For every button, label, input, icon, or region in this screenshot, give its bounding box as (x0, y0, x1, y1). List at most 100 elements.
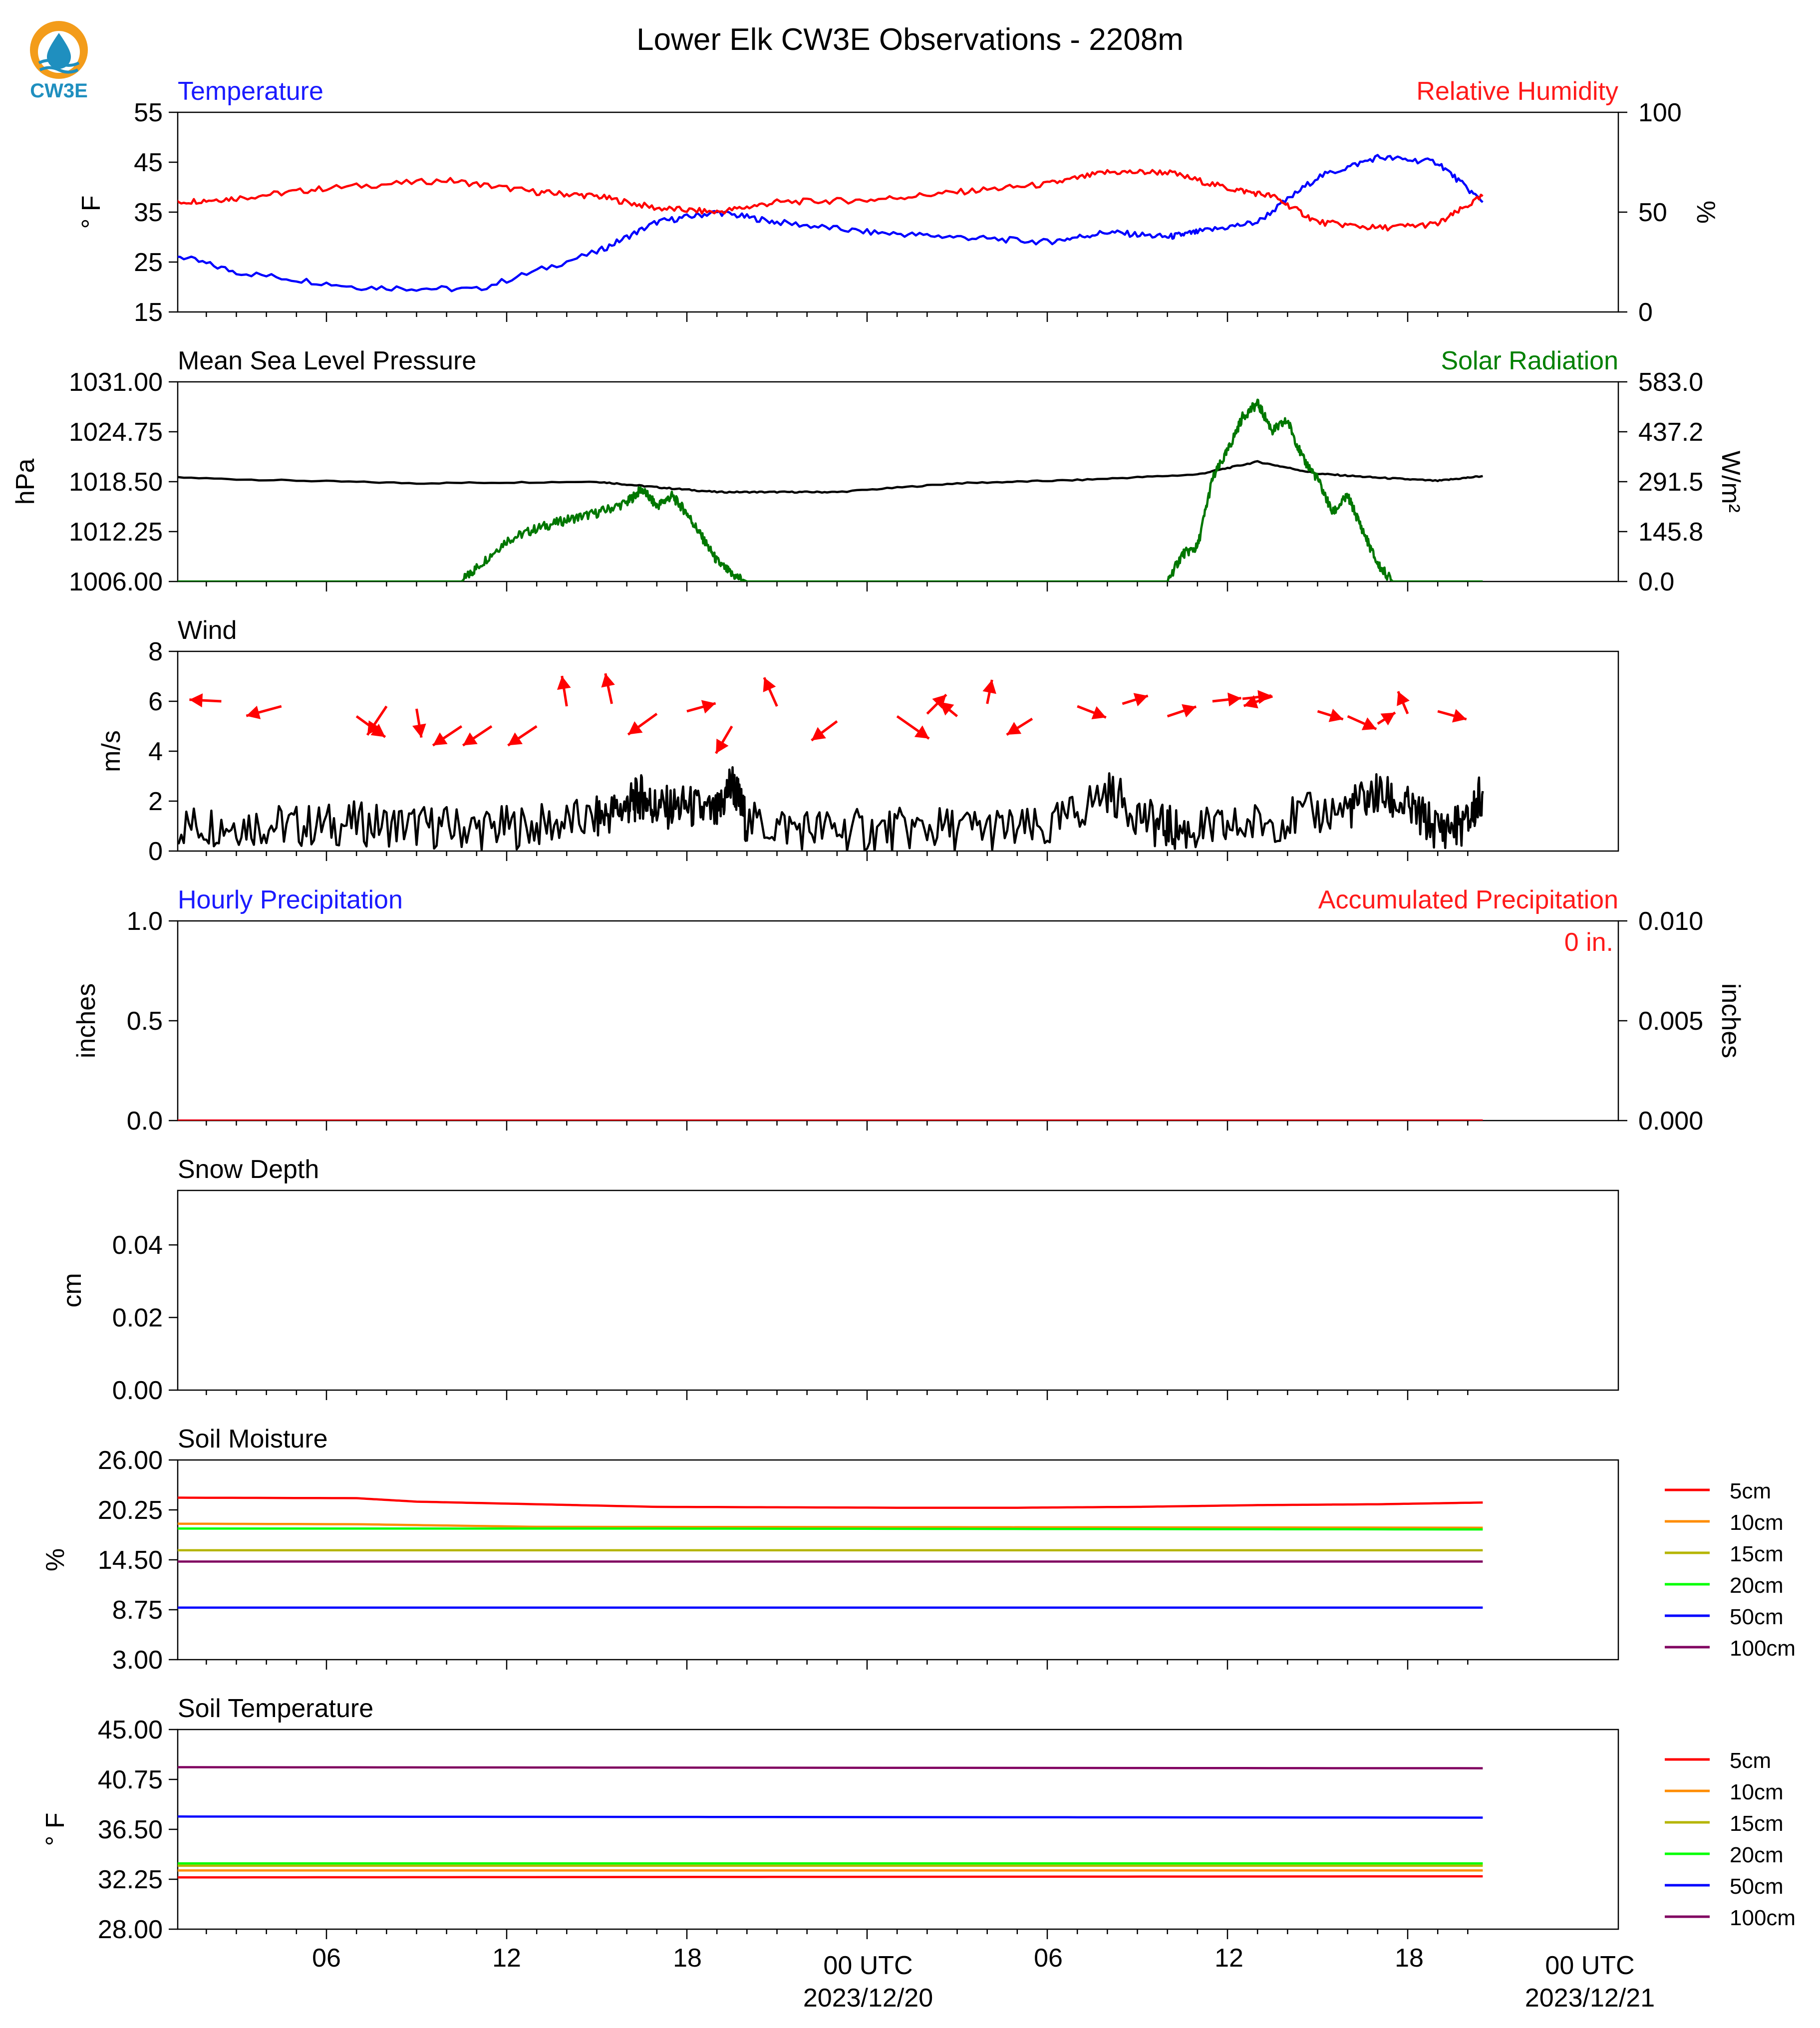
series-group (178, 154, 1484, 292)
wind-arrow (1212, 692, 1241, 707)
y-tick-label: 45 (134, 148, 163, 177)
wind-arrow (811, 720, 838, 742)
y-tick-label: 32.25 (98, 1865, 163, 1894)
y-tick-label: 0.04 (112, 1231, 163, 1260)
y-tick-label: 0.02 (112, 1304, 163, 1333)
logo-text: CW3E (30, 80, 88, 102)
legend-label: 20cm (1730, 1843, 1784, 1867)
time-tick-label: 06 (1034, 1944, 1063, 1973)
y-tick-label: 1.0 (127, 907, 163, 936)
wind-arrow (938, 701, 958, 717)
y-tick-label: 1024.75 (69, 418, 163, 447)
panel-temperature-humidity: Temperature Relative Humidity 15 25 35 45 55 ° … (77, 77, 1720, 327)
y-right-tick-label: 0.0 (1638, 568, 1674, 596)
wind-arrow (686, 700, 716, 714)
series-line-50cm (178, 1815, 1483, 1819)
legend-label: 10cm (1730, 1780, 1784, 1804)
panel-pressure-solar: Mean Sea Level Pressure Solar Radiation 10… (11, 346, 1745, 596)
y-tick-label: 55 (134, 98, 163, 127)
figure-title: Lower Elk CW3E Observations - 2208m (636, 22, 1184, 57)
wind-arrow (366, 705, 388, 736)
series-group (178, 673, 1484, 851)
legend-label: 15cm (1730, 1542, 1784, 1566)
wind-arrow (1122, 693, 1149, 707)
y-tick-label: 28.00 (98, 1915, 163, 1944)
wind-arrow (1006, 717, 1033, 736)
panel-snow-depth: Snow Depth 0.00 0.02 0.04 cm (58, 1155, 1619, 1405)
y-tick-label: 26.00 (98, 1446, 163, 1475)
date-label: 2023/12/21 (1525, 1984, 1655, 2013)
panel-soil-temperature: Soil Temperature 28.00 32.25 36.50 40.75 45.0… (41, 1694, 1796, 1944)
y-right-tick-label: 437.2 (1638, 418, 1703, 447)
wind-arrow (432, 725, 463, 747)
legend-label: 15cm (1730, 1811, 1784, 1836)
panel-title-left: Soil Temperature (178, 1694, 373, 1723)
y-right-tick-label: 100 (1638, 98, 1682, 127)
series-line-5cm (178, 1496, 1483, 1509)
legend: 5cm 10cm 15cm 20cm 50cm 100cm (1665, 1748, 1796, 1930)
wind-arrow (1437, 709, 1467, 723)
series-group (178, 1496, 1483, 1609)
wind-arrow (763, 677, 778, 707)
series-group (178, 398, 1483, 581)
legend-label: 5cm (1730, 1748, 1771, 1773)
y-axis-label: inches (72, 983, 101, 1058)
time-tick-label: 00 UTC (823, 1951, 912, 1980)
series-group (178, 1766, 1483, 1879)
y-axis-label: ° F (41, 1812, 70, 1846)
y-tick-label: 36.50 (98, 1815, 163, 1844)
legend-label: 50cm (1730, 1605, 1784, 1629)
series-line-temperature (178, 154, 1484, 292)
panel-title-left: Temperature (178, 77, 323, 106)
wind-arrow (627, 712, 658, 736)
cw3e-logo: CW3E (30, 21, 88, 102)
wind-arrow (246, 705, 282, 719)
legend-label: 50cm (1730, 1874, 1784, 1899)
wind-arrow (1317, 708, 1344, 722)
wind-arrow (896, 715, 930, 740)
series-line-10cm (178, 1522, 1483, 1529)
y-tick-label: 45.00 (98, 1716, 163, 1744)
wind-arrow (557, 675, 571, 707)
y-right-tick-label: 50 (1638, 198, 1667, 227)
panel-title-left: Mean Sea Level Pressure (178, 346, 476, 375)
panel-wind: Wind 0 2 4 6 8 m/s (97, 616, 1619, 866)
wind-arrow (462, 725, 493, 747)
wind-arrow (412, 708, 426, 738)
time-tick-label: 06 (312, 1944, 341, 1973)
y-tick-label: 0.00 (112, 1376, 163, 1405)
y-axis-label: hPa (11, 459, 40, 505)
legend-label: 100cm (1730, 1906, 1796, 1930)
y-tick-label: 3.00 (112, 1646, 163, 1675)
time-axis-labels: 06 12 18 00 UTC 06 12 18 00 UTC 2023/12/… (312, 1944, 1655, 2013)
wind-arrow (1167, 704, 1197, 718)
panel-soil-moisture: Soil Moisture 3.00 8.75 14.50 20.25 26.00% 5cm… (41, 1425, 1796, 1675)
wind-arrow (1347, 715, 1377, 730)
date-label: 2023/12/20 (803, 1984, 933, 2013)
y-right-axis-label: % (1691, 201, 1720, 224)
time-tick-label: 18 (1395, 1944, 1424, 1973)
y-tick-label: 6 (148, 687, 163, 716)
y-axis-label: cm (58, 1273, 87, 1307)
panel-title-left: Wind (178, 616, 237, 645)
panel-title-right: Accumulated Precipitation (1318, 885, 1618, 914)
wind-arrow (1397, 691, 1410, 714)
series-line-relative-humidity (178, 169, 1484, 232)
y-tick-label: 1031.00 (69, 368, 163, 397)
wind-arrow (507, 725, 538, 747)
y-tick-label: 20.25 (98, 1496, 163, 1525)
y-right-tick-label: 0.010 (1638, 907, 1703, 936)
time-tick-label: 18 (673, 1944, 702, 1973)
panel-title-left: Hourly Precipitation (178, 885, 403, 914)
time-tick-label: 12 (492, 1944, 521, 1973)
y-right-tick-label: 145.8 (1638, 518, 1703, 547)
y-tick-label: 1006.00 (69, 568, 163, 596)
wind-arrow (1243, 695, 1273, 709)
panel-title-right: Relative Humidity (1416, 77, 1618, 106)
wind-arrow (1077, 705, 1107, 720)
series-line-100cm (178, 1766, 1483, 1769)
legend-label: 10cm (1730, 1510, 1784, 1535)
panel-precipitation: Hourly Precipitation Accumulated Precipit… (72, 885, 1745, 1136)
y-right-tick-label: 0 (1638, 298, 1653, 327)
accumulation-annotation: 0 in. (1564, 928, 1613, 957)
